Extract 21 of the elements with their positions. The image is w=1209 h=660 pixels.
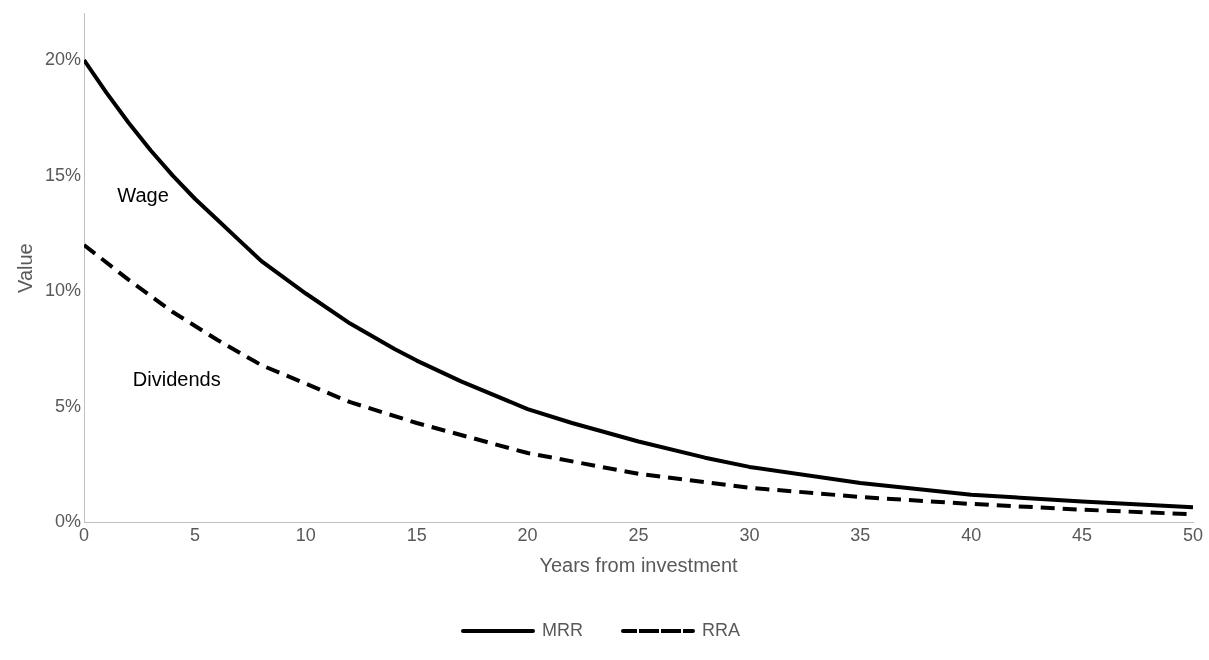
y-tick-label: 15% — [45, 164, 82, 185]
x-tick-label: 0 — [79, 525, 90, 546]
x-tick-label: 40 — [961, 525, 982, 546]
x-tick-label: 20 — [517, 525, 538, 546]
y-tick-label: 5% — [55, 395, 82, 416]
x-tick-label: 10 — [295, 525, 316, 546]
x-tick-label: 5 — [189, 525, 200, 546]
x-tick-label: 50 — [1182, 525, 1204, 546]
y-tick-label: 20% — [45, 49, 82, 70]
legend-label: RRA — [701, 619, 741, 640]
annotation: Wage — [117, 184, 169, 207]
y-axis-title: Value — [13, 243, 36, 293]
x-tick-label: 35 — [850, 525, 871, 546]
legend-label: MRR — [542, 619, 583, 640]
x-tick-label: 25 — [628, 525, 649, 546]
x-tick-label: 45 — [1072, 525, 1093, 546]
x-axis-title: Years from investment — [539, 553, 739, 576]
x-tick-label: 15 — [406, 525, 427, 546]
x-tick-label: 30 — [739, 525, 760, 546]
annotation: Dividends — [132, 367, 221, 390]
y-tick-label: 10% — [45, 280, 82, 301]
